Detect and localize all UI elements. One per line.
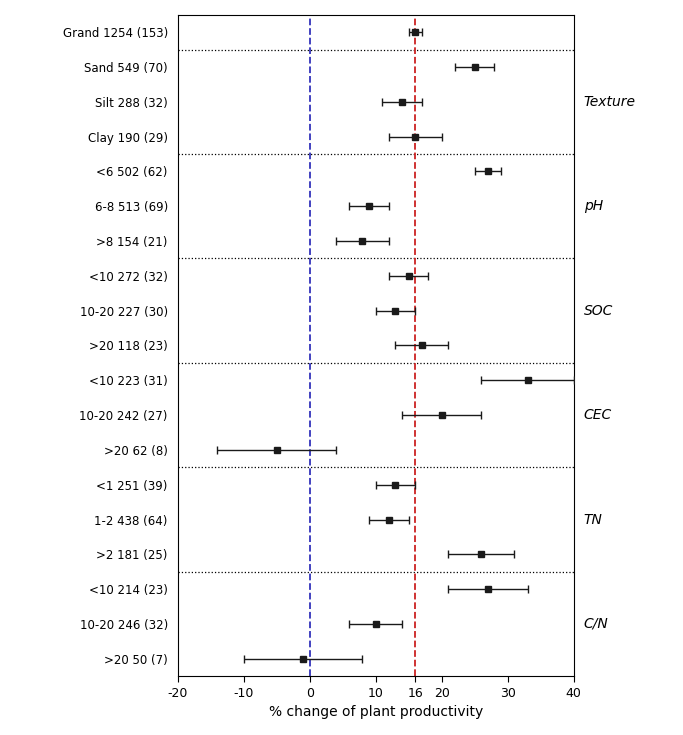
Text: TN: TN <box>583 512 602 526</box>
Text: SOC: SOC <box>583 304 613 318</box>
Text: CEC: CEC <box>583 408 612 422</box>
Text: C/N: C/N <box>583 617 609 631</box>
X-axis label: % change of plant productivity: % change of plant productivity <box>268 705 483 719</box>
Text: Texture: Texture <box>583 95 636 109</box>
Text: pH: pH <box>583 199 603 213</box>
